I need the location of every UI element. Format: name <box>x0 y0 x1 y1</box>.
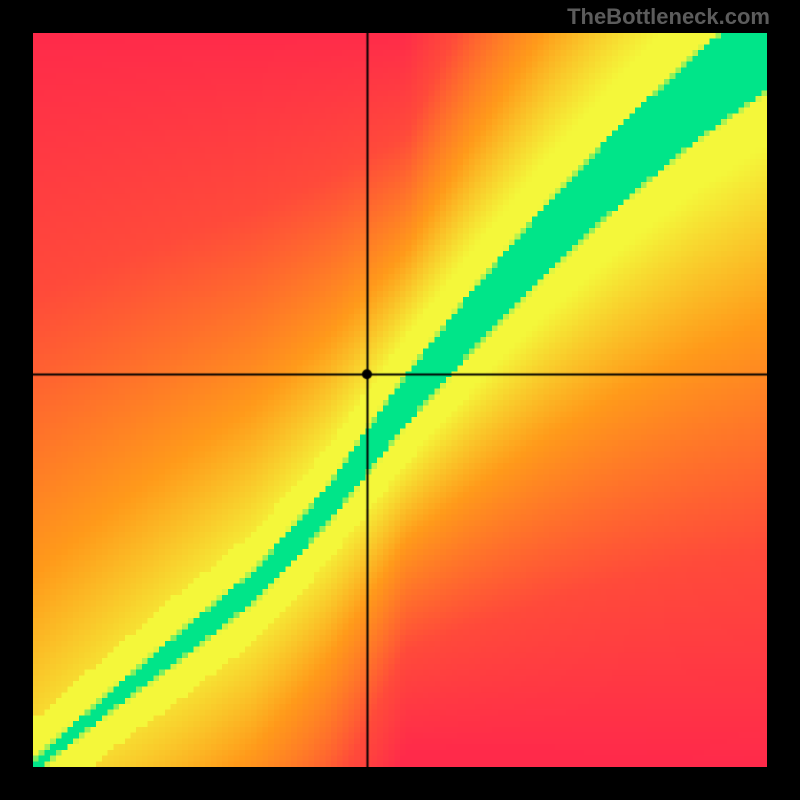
attribution-text: TheBottleneck.com <box>567 4 770 30</box>
chart-root: TheBottleneck.com <box>0 0 800 800</box>
bottleneck-heatmap <box>33 33 767 767</box>
